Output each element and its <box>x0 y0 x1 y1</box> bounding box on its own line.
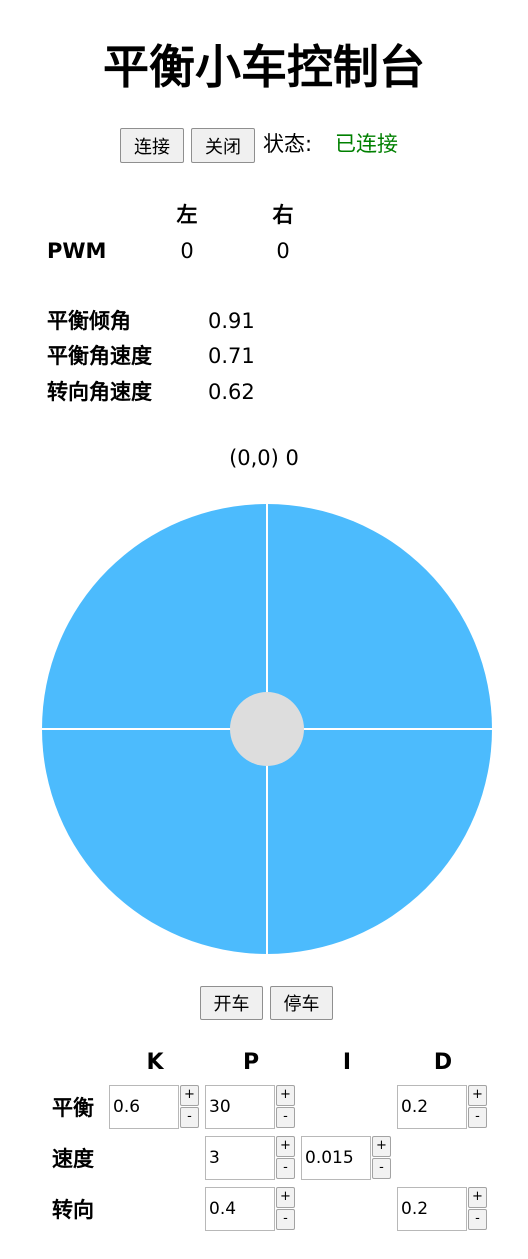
speed-p-decrement[interactable]: - <box>276 1158 295 1179</box>
pwm-right-value: 0 <box>276 239 290 263</box>
balance-p-input[interactable] <box>206 1086 273 1128</box>
balance-k-input[interactable] <box>110 1086 177 1128</box>
balance-p-field <box>205 1085 275 1129</box>
balance-k-decrement[interactable]: - <box>180 1107 199 1128</box>
speed-i-increment[interactable]: + <box>372 1136 391 1157</box>
speed-p-field <box>205 1136 275 1180</box>
turn-d-field <box>397 1187 467 1231</box>
pid-row-speed-label: 速度 <box>52 1147 94 1171</box>
speed-i-input[interactable] <box>302 1137 369 1179</box>
speed-i-field <box>301 1136 371 1180</box>
balance-angular-velocity-value: 0.71 <box>208 344 255 368</box>
joystick[interactable] <box>41 503 493 955</box>
pid-header-i: I <box>342 1050 352 1075</box>
balance-d-decrement[interactable]: - <box>468 1107 487 1128</box>
status-value: 已连接 <box>335 132 398 156</box>
balance-d-field <box>397 1085 467 1129</box>
page-title: 平衡小车控制台 <box>103 40 425 94</box>
turn-p-increment[interactable]: + <box>276 1187 295 1208</box>
balance-angle-value: 0.91 <box>208 309 255 333</box>
stop-button[interactable]: 停车 <box>270 986 333 1020</box>
balance-d-input[interactable] <box>398 1086 465 1128</box>
turn-p-field <box>205 1187 275 1231</box>
pid-header-d: D <box>433 1050 453 1075</box>
speed-i-decrement[interactable]: - <box>372 1158 391 1179</box>
pwm-row-label: PWM <box>47 239 107 263</box>
pid-header-p: P <box>242 1050 260 1075</box>
speed-p-increment[interactable]: + <box>276 1136 295 1157</box>
balance-k-field <box>109 1085 179 1129</box>
turn-p-input[interactable] <box>206 1188 273 1230</box>
balance-p-increment[interactable]: + <box>276 1085 295 1106</box>
connect-button[interactable]: 连接 <box>120 128 184 163</box>
pid-header-k: K <box>146 1050 164 1075</box>
status-label: 状态: <box>263 132 313 156</box>
turn-p-decrement[interactable]: - <box>276 1209 295 1230</box>
balance-angular-velocity-label: 平衡角速度 <box>47 344 152 368</box>
close-button[interactable]: 关闭 <box>191 128 255 163</box>
balance-p-decrement[interactable]: - <box>276 1107 295 1128</box>
turn-d-input[interactable] <box>398 1188 465 1230</box>
speed-p-input[interactable] <box>206 1137 273 1179</box>
steering-angular-velocity-label: 转向角速度 <box>47 380 152 404</box>
pwm-left-value: 0 <box>180 239 194 263</box>
pid-row-balance-label: 平衡 <box>52 1096 94 1120</box>
joystick-knob[interactable] <box>230 692 304 766</box>
balance-angle-label: 平衡倾角 <box>47 309 131 333</box>
start-button[interactable]: 开车 <box>200 986 263 1020</box>
joystick-readout: (0,0) 0 <box>229 446 299 470</box>
turn-d-decrement[interactable]: - <box>468 1209 487 1230</box>
turn-d-increment[interactable]: + <box>468 1187 487 1208</box>
connection-bar: 连接 关闭 状态: 已连接 <box>0 128 528 164</box>
steering-angular-velocity-value: 0.62 <box>208 380 255 404</box>
pid-row-turn-label: 转向 <box>52 1198 94 1222</box>
pwm-right-header: 右 <box>272 203 294 227</box>
pwm-left-header: 左 <box>176 203 198 227</box>
balance-d-increment[interactable]: + <box>468 1085 487 1106</box>
balance-k-increment[interactable]: + <box>180 1085 199 1106</box>
